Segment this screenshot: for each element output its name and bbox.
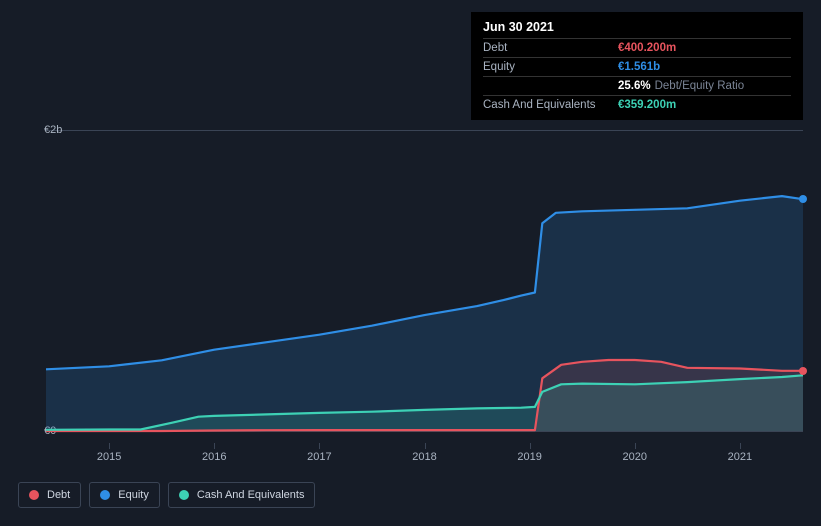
x-axis-label: 2016 — [202, 451, 226, 463]
x-tick — [319, 443, 320, 449]
tooltip-row: 25.6% Debt/Equity Ratio — [483, 76, 791, 95]
tooltip-label — [483, 80, 618, 92]
tooltip-value: 25.6% — [618, 80, 651, 92]
chart-tooltip: Jun 30 2021 Debt€400.200mEquity€1.561b25… — [471, 12, 803, 120]
end-marker-equity — [799, 195, 807, 203]
legend: Debt Equity Cash And Equivalents — [18, 482, 315, 508]
tooltip-row: Equity€1.561b — [483, 57, 791, 76]
x-tick — [740, 443, 741, 449]
legend-item-cash-and-equivalents[interactable]: Cash And Equivalents — [168, 482, 316, 508]
legend-label: Debt — [47, 489, 70, 501]
legend-dot-icon — [29, 490, 39, 500]
legend-dot-icon — [179, 490, 189, 500]
tooltip-value: €1.561b — [618, 61, 660, 73]
legend-item-equity[interactable]: Equity — [89, 482, 160, 508]
tooltip-value: €400.200m — [618, 42, 676, 54]
x-axis-label: 2017 — [307, 451, 331, 463]
x-tick — [109, 443, 110, 449]
x-tick — [425, 443, 426, 449]
tooltip-label: Equity — [483, 61, 618, 73]
x-tick — [214, 443, 215, 449]
legend-label: Equity — [118, 489, 149, 501]
legend-item-debt[interactable]: Debt — [18, 482, 81, 508]
x-axis-label: 2021 — [728, 451, 752, 463]
x-tick — [635, 443, 636, 449]
x-axis-label: 2015 — [97, 451, 121, 463]
tooltip-label: Cash And Equivalents — [483, 99, 618, 111]
end-marker-debt — [799, 367, 807, 375]
x-tick — [530, 443, 531, 449]
tooltip-row: Cash And Equivalents€359.200m — [483, 95, 791, 114]
legend-label: Cash And Equivalents — [197, 489, 305, 501]
x-axis-label: 2020 — [623, 451, 647, 463]
tooltip-label: Debt — [483, 42, 618, 54]
x-axis-label: 2019 — [517, 451, 541, 463]
tooltip-date: Jun 30 2021 — [483, 20, 791, 34]
tooltip-suffix: Debt/Equity Ratio — [655, 80, 745, 92]
legend-dot-icon — [100, 490, 110, 500]
tooltip-value: €359.200m — [618, 99, 676, 111]
x-axis-label: 2018 — [412, 451, 436, 463]
tooltip-row: Debt€400.200m — [483, 38, 791, 57]
